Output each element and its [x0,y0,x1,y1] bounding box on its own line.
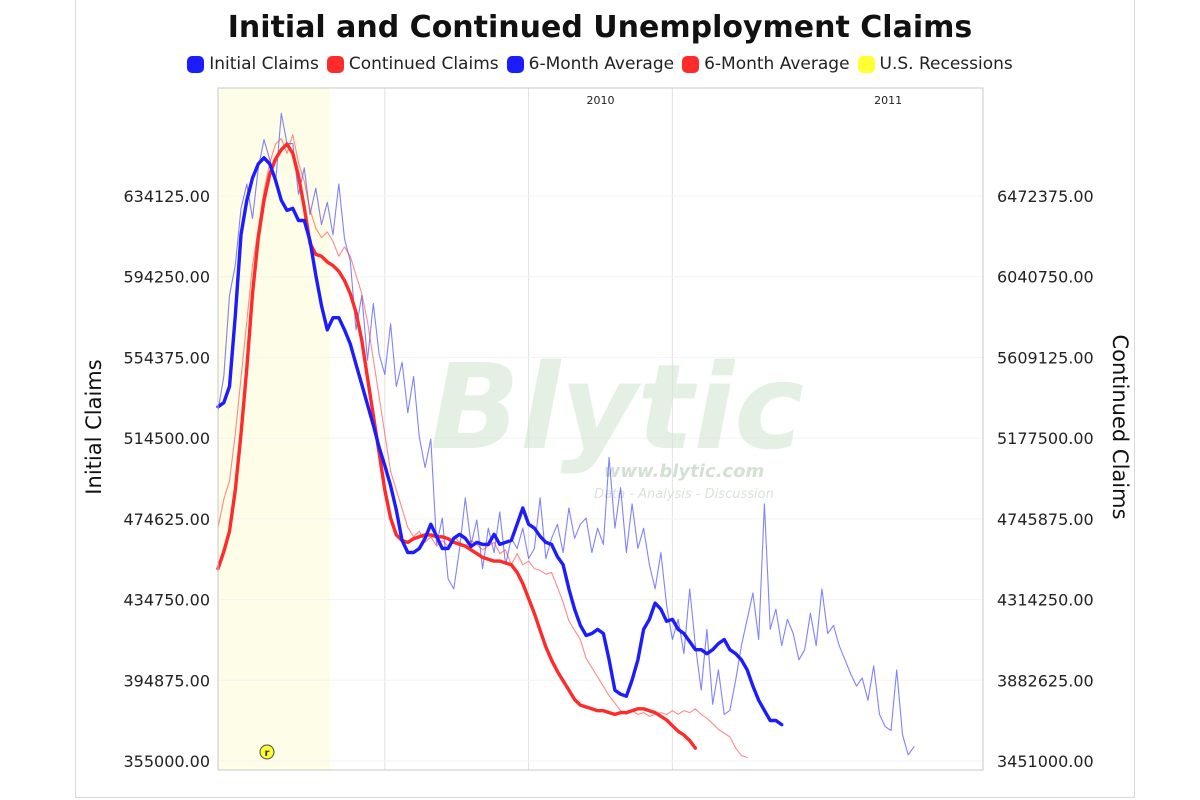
y-left-tick-label: 474625.00 [123,510,210,529]
chart-title: Initial and Continued Unemployment Claim… [227,10,973,45]
legend-label: 6-Month Average [704,54,850,74]
legend-item-initial-6month-average[interactable]: 6-Month Average [506,54,675,74]
y-left-tick-label: 634125.00 [123,187,210,206]
y-right-tick-label: 3451000.00 [997,752,1094,771]
watermark-url: www.blytic.com [604,461,764,482]
x-tick-label: 2011 [874,94,902,107]
legend-swatch [506,55,524,73]
watermark: Blytic www.blytic.com Data - Analysis - … [430,338,804,502]
legend-item-continued-6month-average[interactable]: 6-Month Average [682,54,850,74]
marker-label: r [265,748,270,759]
y-left-tick-label: 394875.00 [123,671,210,690]
legend-label: Initial Claims [209,54,319,74]
chart-legend: Initial Claims Continued Claims 6-Month … [0,54,1200,74]
series-line-4[interactable] [216,142,698,750]
legend-label: Continued Claims [348,54,499,74]
legend-swatch [857,55,875,73]
legend-swatch [326,55,344,73]
y-axis-label-left: Initial Claims [82,359,106,494]
y-right-tick-label: 6472375.00 [997,187,1094,206]
legend-item-us-recessions[interactable]: U.S. Recessions [857,54,1013,74]
y-left-tick-label: 554375.00 [123,348,210,367]
y-right-tick-label: 5177500.00 [997,429,1094,448]
legend-label: U.S. Recessions [879,54,1013,74]
y-right-tick-label: 3882625.00 [997,671,1094,690]
right-axis: 6472375.00 6040750.00 5609125.00 5177500.00… [997,187,1094,771]
y-axis-label-right: Continued Claims [1108,334,1132,519]
series-line-3[interactable] [216,156,784,727]
y-left-tick-label: 355000.00 [123,752,210,771]
legend-swatch [682,55,700,73]
x-tick-label: 2010 [587,94,615,107]
y-left-tick-label: 434750.00 [123,591,210,610]
y-right-tick-label: 4314250.00 [997,591,1094,610]
marker-circle [259,744,275,760]
y-right-tick-label: 6040750.00 [997,268,1094,287]
recession-band [218,88,331,770]
plot-border [217,87,984,771]
legend-item-initial-claims[interactable]: Initial Claims [187,54,319,74]
legend-swatch [187,55,205,73]
left-axis: 634125.00 594250.00 554375.00 514500.00 4746… [123,187,210,771]
watermark-brand: Blytic [430,338,804,476]
y-left-tick-label: 594250.00 [123,268,210,287]
legend-label: 6-Month Average [528,54,675,74]
series-layer [216,112,915,758]
watermark-tagline: Data - Analysis - Discussion [594,487,774,502]
y-left-tick-label: 514500.00 [123,429,210,448]
plot-area [218,88,983,770]
gridlines [218,88,983,770]
legend-item-continued-claims[interactable]: Continued Claims [326,54,499,74]
y-right-tick-label: 4745875.00 [997,510,1094,529]
recession-marker[interactable]: r [259,744,275,760]
y-right-tick-label: 5609125.00 [997,348,1094,367]
x-axis: 2010 2011 [587,94,903,107]
series-line-1[interactable] [217,112,915,756]
